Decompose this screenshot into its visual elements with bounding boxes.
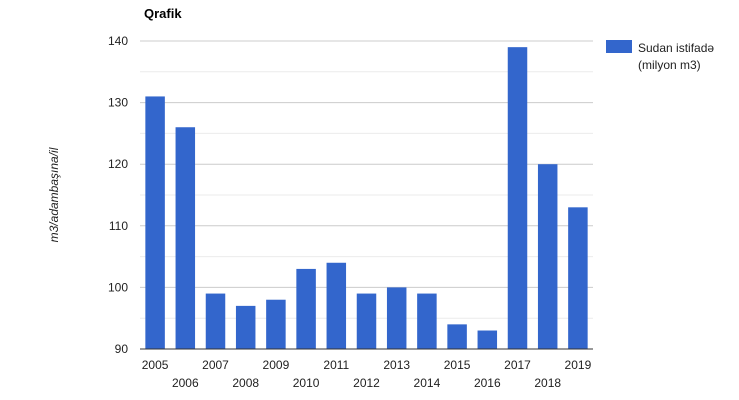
bar	[235, 305, 256, 349]
x-tick-label: 2008	[232, 376, 259, 390]
legend-label: Sudan istifadə (milyon m3)	[638, 41, 715, 72]
x-tick-label: 2007	[202, 358, 229, 372]
x-tick-label: 2016	[474, 376, 501, 390]
y-tick-label: 130	[108, 96, 128, 110]
x-tick-label: 2009	[263, 358, 290, 372]
x-tick-label: 2015	[444, 358, 471, 372]
x-tick-label: 2019	[565, 358, 592, 372]
bar	[386, 287, 407, 349]
bar	[266, 299, 286, 349]
x-tick-label: 2010	[293, 376, 320, 390]
bar	[145, 96, 165, 349]
y-tick-label: 140	[108, 34, 128, 48]
bar	[205, 293, 226, 349]
chart-title: Qrafik	[144, 6, 182, 21]
x-tick-label: 2011	[323, 358, 349, 372]
bar	[417, 293, 437, 349]
x-tick-label: 2005	[142, 358, 169, 372]
bar	[507, 47, 528, 349]
y-tick-label: 120	[108, 157, 128, 171]
x-tick-label: 2014	[414, 376, 441, 390]
x-tick-label: 2012	[353, 376, 380, 390]
bar	[447, 324, 467, 349]
bar	[296, 268, 316, 349]
bar	[356, 293, 377, 349]
y-tick-label: 110	[109, 219, 128, 233]
bar	[568, 207, 588, 349]
bar	[477, 330, 498, 349]
bar	[326, 262, 347, 349]
x-tick-label: 2013	[383, 358, 410, 372]
x-tick-label: 2018	[534, 376, 561, 390]
legend-swatch	[606, 40, 632, 53]
y-tick-label: 100	[108, 280, 128, 294]
bar	[537, 164, 558, 349]
x-tick-label: 2006	[172, 376, 199, 390]
y-tick-label: 90	[115, 342, 129, 356]
bar	[175, 127, 196, 350]
x-tick-label: 2017	[504, 358, 531, 372]
